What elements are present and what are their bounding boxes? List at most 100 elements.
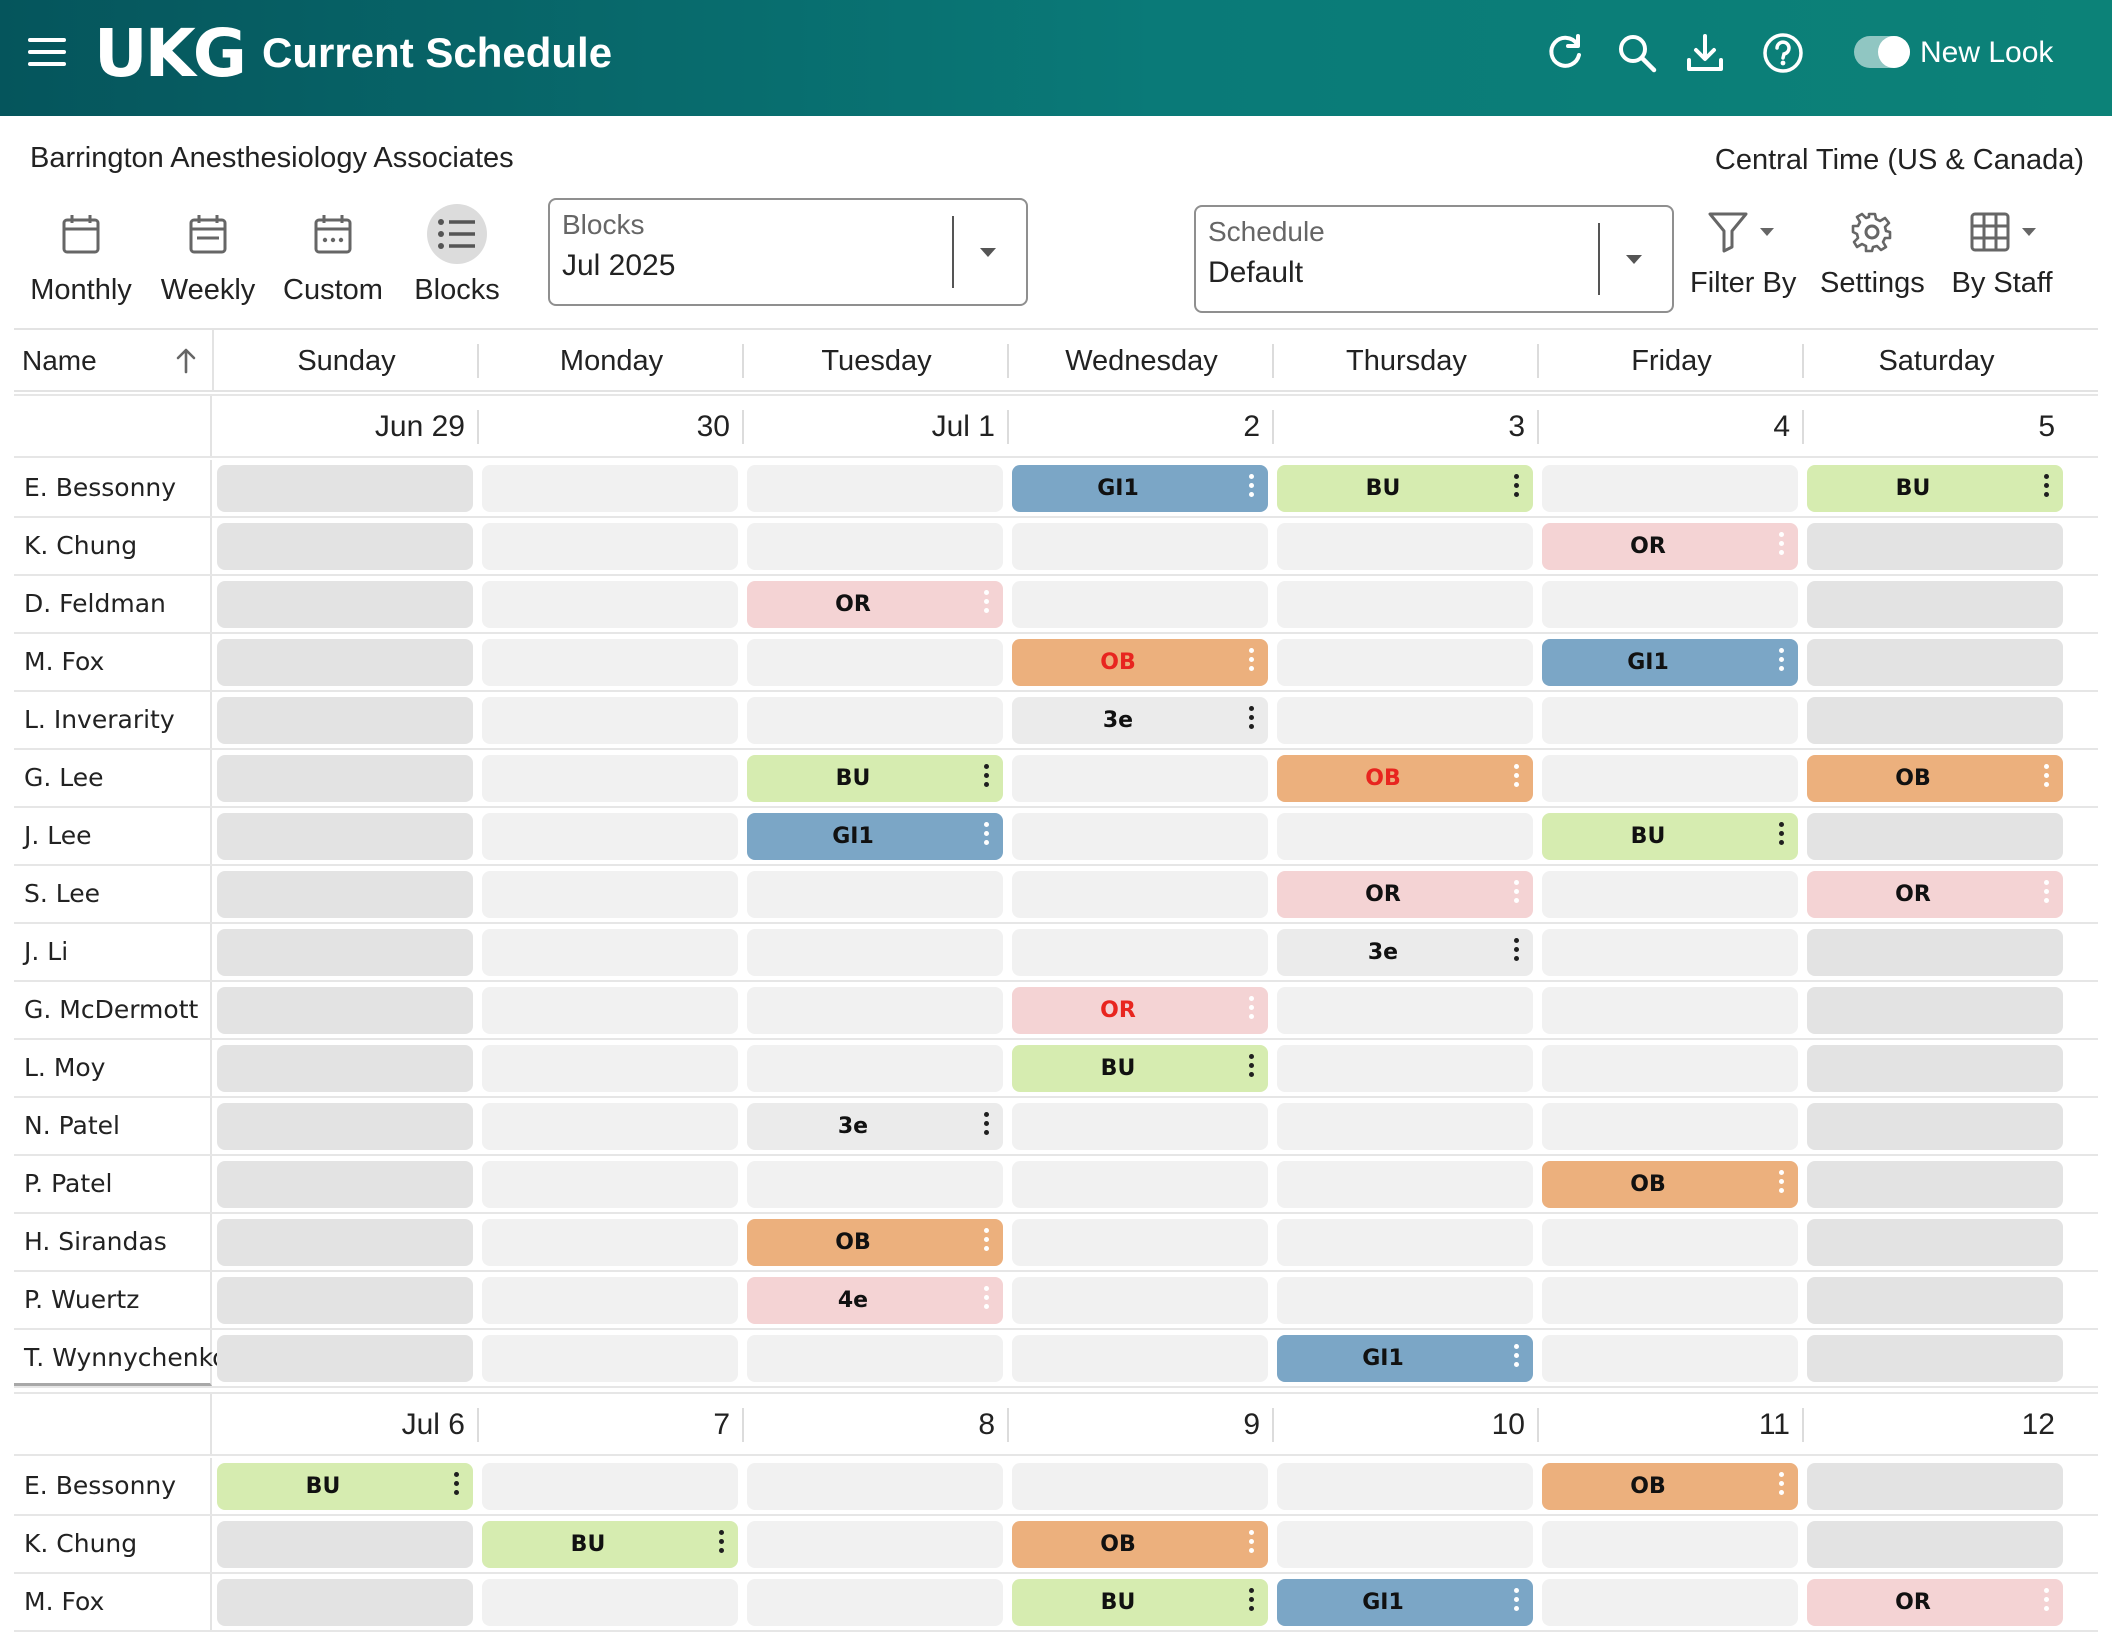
empty-shift-cell[interactable] — [217, 929, 473, 976]
shift-block[interactable]: OB — [1807, 755, 2063, 802]
blocks-select[interactable]: Blocks Jul 2025 — [548, 198, 1028, 306]
empty-shift-cell[interactable] — [1807, 523, 2063, 570]
menu-icon[interactable] — [28, 38, 66, 66]
more-options-icon[interactable] — [983, 822, 989, 850]
view-custom-button[interactable]: Custom — [278, 204, 388, 307]
empty-shift-cell[interactable] — [1542, 465, 1798, 512]
empty-shift-cell[interactable] — [1807, 987, 2063, 1034]
empty-shift-cell[interactable] — [217, 1219, 473, 1266]
more-options-icon[interactable] — [2043, 474, 2049, 502]
shift-block[interactable]: OR — [1807, 871, 2063, 918]
empty-shift-cell[interactable] — [1807, 813, 2063, 860]
shift-block[interactable]: OR — [1542, 523, 1798, 570]
empty-shift-cell[interactable] — [217, 987, 473, 1034]
empty-shift-cell[interactable] — [482, 929, 738, 976]
staff-name[interactable]: P. Wuertz — [14, 1272, 212, 1328]
more-options-icon[interactable] — [1248, 706, 1254, 734]
empty-shift-cell[interactable] — [482, 581, 738, 628]
empty-shift-cell[interactable] — [1277, 1219, 1533, 1266]
empty-shift-cell[interactable] — [482, 1335, 738, 1382]
shift-block[interactable]: 3e — [1277, 929, 1533, 976]
empty-shift-cell[interactable] — [747, 871, 1003, 918]
empty-shift-cell[interactable] — [1277, 1521, 1533, 1568]
empty-shift-cell[interactable] — [217, 581, 473, 628]
empty-shift-cell[interactable] — [217, 1277, 473, 1324]
empty-shift-cell[interactable] — [217, 755, 473, 802]
sort-ascending-icon[interactable] — [174, 346, 198, 374]
settings-button[interactable]: Settings — [1820, 210, 1925, 300]
shift-block[interactable]: BU — [747, 755, 1003, 802]
empty-shift-cell[interactable] — [217, 465, 473, 512]
empty-shift-cell[interactable] — [482, 1161, 738, 1208]
empty-shift-cell[interactable] — [1542, 697, 1798, 744]
empty-shift-cell[interactable] — [482, 523, 738, 570]
empty-shift-cell[interactable] — [1277, 813, 1533, 860]
schedule-select[interactable]: Schedule Default — [1194, 205, 1674, 313]
shift-block[interactable]: 4e — [747, 1277, 1003, 1324]
empty-shift-cell[interactable] — [747, 697, 1003, 744]
empty-shift-cell[interactable] — [482, 1103, 738, 1150]
empty-shift-cell[interactable] — [747, 1579, 1003, 1626]
more-options-icon[interactable] — [2043, 764, 2049, 792]
empty-shift-cell[interactable] — [1277, 639, 1533, 686]
empty-shift-cell[interactable] — [1277, 1103, 1533, 1150]
more-options-icon[interactable] — [1513, 764, 1519, 792]
more-options-icon[interactable] — [1513, 474, 1519, 502]
shift-block[interactable]: OB — [1277, 755, 1533, 802]
empty-shift-cell[interactable] — [217, 1521, 473, 1568]
empty-shift-cell[interactable] — [1012, 813, 1268, 860]
empty-shift-cell[interactable] — [217, 639, 473, 686]
empty-shift-cell[interactable] — [217, 1335, 473, 1382]
empty-shift-cell[interactable] — [1012, 1103, 1268, 1150]
empty-shift-cell[interactable] — [1807, 1277, 2063, 1324]
empty-shift-cell[interactable] — [482, 813, 738, 860]
more-options-icon[interactable] — [1248, 1054, 1254, 1082]
more-options-icon[interactable] — [453, 1472, 459, 1500]
empty-shift-cell[interactable] — [1277, 1463, 1533, 1510]
empty-shift-cell[interactable] — [1807, 697, 2063, 744]
view-weekly-button[interactable]: Weekly — [156, 204, 260, 307]
empty-shift-cell[interactable] — [1807, 1219, 2063, 1266]
empty-shift-cell[interactable] — [217, 1579, 473, 1626]
empty-shift-cell[interactable] — [747, 1161, 1003, 1208]
staff-name[interactable]: E. Bessonny — [14, 1458, 212, 1514]
filter-by-button[interactable]: Filter By — [1690, 210, 1796, 300]
empty-shift-cell[interactable] — [747, 1521, 1003, 1568]
staff-name[interactable]: M. Fox — [14, 1574, 212, 1630]
empty-shift-cell[interactable] — [1012, 1219, 1268, 1266]
empty-shift-cell[interactable] — [1542, 1045, 1798, 1092]
name-column-header[interactable]: Name — [14, 330, 212, 392]
shift-block[interactable]: BU — [1277, 465, 1533, 512]
empty-shift-cell[interactable] — [1807, 1335, 2063, 1382]
more-options-icon[interactable] — [983, 764, 989, 792]
more-options-icon[interactable] — [1248, 648, 1254, 676]
help-icon[interactable] — [1760, 30, 1806, 76]
staff-name[interactable]: G. Lee — [14, 750, 212, 806]
more-options-icon[interactable] — [1513, 938, 1519, 966]
shift-block[interactable]: GI1 — [1277, 1335, 1533, 1382]
shift-block[interactable]: BU — [217, 1463, 473, 1510]
staff-name[interactable]: K. Chung — [14, 1516, 212, 1572]
empty-shift-cell[interactable] — [1012, 929, 1268, 976]
shift-block[interactable]: OB — [1012, 639, 1268, 686]
empty-shift-cell[interactable] — [1807, 581, 2063, 628]
more-options-icon[interactable] — [2043, 1588, 2049, 1616]
more-options-icon[interactable] — [983, 590, 989, 618]
more-options-icon[interactable] — [983, 1228, 989, 1256]
more-options-icon[interactable] — [1248, 1530, 1254, 1558]
more-options-icon[interactable] — [1778, 822, 1784, 850]
empty-shift-cell[interactable] — [747, 1335, 1003, 1382]
shift-block[interactable]: GI1 — [1542, 639, 1798, 686]
empty-shift-cell[interactable] — [747, 465, 1003, 512]
staff-name[interactable]: H. Sirandas — [14, 1214, 212, 1270]
more-options-icon[interactable] — [983, 1286, 989, 1314]
chevron-down-icon[interactable] — [980, 248, 996, 257]
empty-shift-cell[interactable] — [1542, 1521, 1798, 1568]
empty-shift-cell[interactable] — [1012, 523, 1268, 570]
shift-block[interactable]: GI1 — [1277, 1579, 1533, 1626]
empty-shift-cell[interactable] — [1542, 1103, 1798, 1150]
more-options-icon[interactable] — [1248, 996, 1254, 1024]
shift-block[interactable]: OR — [747, 581, 1003, 628]
staff-name[interactable]: K. Chung — [14, 518, 212, 574]
shift-block[interactable]: OR — [1277, 871, 1533, 918]
